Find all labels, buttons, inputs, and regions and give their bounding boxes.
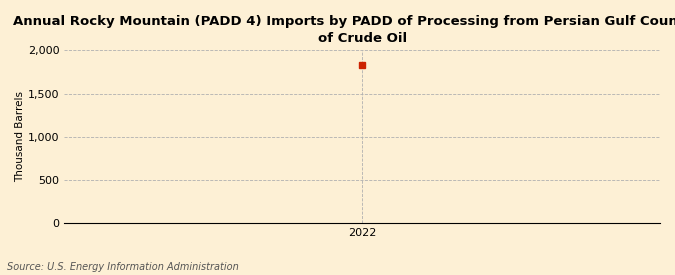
Title: Annual Rocky Mountain (PADD 4) Imports by PADD of Processing from Persian Gulf C: Annual Rocky Mountain (PADD 4) Imports b… (13, 15, 675, 45)
Text: Source: U.S. Energy Information Administration: Source: U.S. Energy Information Administ… (7, 262, 238, 272)
Y-axis label: Thousand Barrels: Thousand Barrels (15, 91, 25, 182)
